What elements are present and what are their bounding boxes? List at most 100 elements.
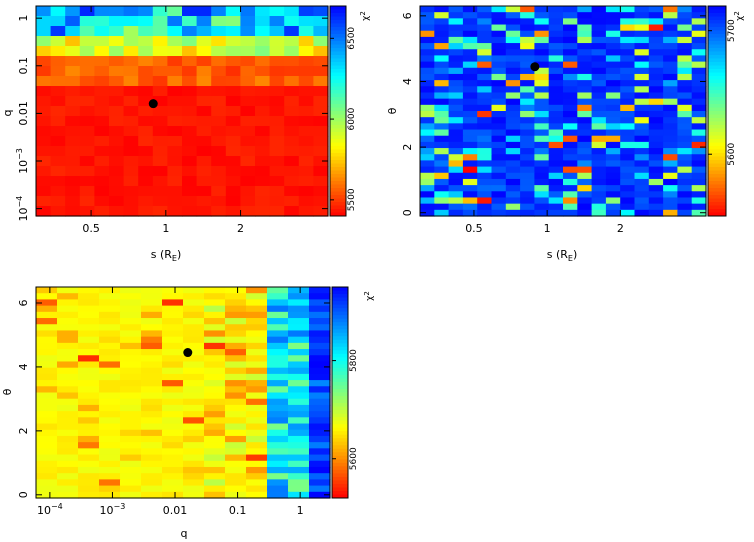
heatmap-cell (605, 86, 621, 94)
heatmap-cell (620, 43, 636, 50)
heatmap-cell (284, 46, 300, 57)
colorbar-segment (332, 473, 348, 478)
heatmap-cell (591, 80, 607, 87)
heatmap-cell (605, 191, 621, 199)
heatmap-cell (298, 36, 314, 47)
heatmap-cell (267, 423, 289, 431)
heatmap-cell (505, 117, 521, 124)
heatmap-cell (162, 435, 184, 443)
heatmap-cell (491, 92, 507, 100)
heatmap-cell (591, 30, 607, 38)
heatmap-cell (663, 117, 678, 124)
heatmap-cell (267, 287, 289, 294)
heatmap-cell (691, 30, 707, 38)
heatmap-cell (434, 197, 450, 205)
colorbar-segment (330, 125, 346, 129)
heatmap-cell (246, 386, 268, 394)
heatmap-cell (591, 129, 607, 137)
heatmap-cell (211, 36, 227, 47)
heatmap-cell (79, 156, 95, 167)
heatmap-cell (225, 380, 247, 387)
heatmap-cell (520, 178, 535, 186)
y-tick-label: 4 (17, 363, 30, 370)
heatmap-cell (57, 423, 79, 431)
y-tick-label: 6 (401, 12, 414, 19)
heatmap-cell (477, 117, 493, 124)
heatmap-cell (309, 361, 331, 369)
heatmap-cell (240, 66, 256, 77)
heatmap-cell (534, 135, 550, 143)
heatmap-cell (313, 136, 329, 147)
heatmap-cell (648, 92, 664, 100)
heatmap-cell (288, 454, 310, 462)
colorbar-segment (332, 427, 348, 432)
heatmap-cell (182, 56, 198, 67)
colorbar-segment (330, 121, 346, 126)
heatmap-cell (152, 16, 168, 27)
heatmap-cell (434, 129, 450, 137)
heatmap-cell (267, 392, 289, 400)
heatmap-cell (138, 16, 154, 27)
heatmap-cell (313, 126, 329, 137)
heatmap-cell (204, 311, 226, 319)
heatmap-cell (120, 442, 142, 449)
heatmap-cell (183, 305, 205, 313)
heatmap-cell (462, 6, 478, 13)
heatmap-cell (620, 135, 636, 143)
heatmap-cell (204, 442, 226, 449)
heatmap-cell (109, 166, 125, 177)
heatmap-cell (491, 129, 507, 137)
heatmap-cell (246, 448, 268, 456)
heatmap-cell (505, 6, 521, 13)
colorbar-segment (708, 177, 726, 182)
heatmap-cell (462, 166, 478, 174)
colorbar-segment (708, 69, 726, 73)
heatmap-cell (420, 148, 435, 155)
heatmap-cell (240, 156, 256, 167)
colorbar-tick-label: 5500 (347, 188, 357, 211)
heatmap-cell (563, 67, 578, 75)
heatmap-cell (240, 136, 256, 147)
heatmap-cell (691, 86, 707, 94)
colorbar-segment (332, 374, 348, 379)
heatmap-cell (620, 98, 636, 106)
heatmap-cell (123, 196, 139, 207)
heatmap-cell (99, 392, 121, 400)
heatmap-cell (663, 92, 678, 100)
heatmap-cell (505, 104, 521, 112)
heatmap-cell (225, 423, 247, 431)
heatmap-cell (288, 373, 310, 381)
heatmap-cell (462, 55, 478, 63)
heatmap-cell (57, 380, 79, 387)
heatmap-cell (605, 141, 621, 149)
heatmap-cell (448, 73, 464, 81)
heatmap-cell (65, 206, 81, 217)
y-tick-label: 1 (17, 15, 30, 22)
x-tick-label: 2 (617, 222, 624, 235)
heatmap-cell (477, 55, 493, 63)
heatmap-cell (162, 485, 184, 493)
heatmap-cell (109, 6, 125, 17)
heatmap-cell (605, 117, 621, 124)
heatmap-cell (420, 117, 435, 124)
heatmap-cell (109, 86, 125, 97)
heatmap-cell (577, 129, 593, 137)
heatmap-cell (420, 185, 435, 192)
heatmap-cell (591, 18, 607, 26)
heatmap-cell (123, 126, 139, 137)
colorbar-segment (708, 107, 726, 112)
heatmap-cell (420, 92, 435, 100)
heatmap-cell (648, 43, 664, 50)
heatmap-cell (663, 49, 678, 57)
heatmap-cell (204, 448, 226, 456)
heatmap-cell (57, 392, 79, 400)
heatmap-cell (79, 86, 95, 97)
colorbar-segment (330, 13, 346, 17)
heatmap-cell (309, 429, 331, 437)
heatmap-cell (663, 148, 678, 155)
heatmap-cell (505, 80, 521, 87)
heatmap-cell (99, 349, 121, 356)
heatmap-cell (309, 485, 331, 493)
heatmap-cell (591, 111, 607, 118)
heatmap-cell (57, 448, 79, 456)
